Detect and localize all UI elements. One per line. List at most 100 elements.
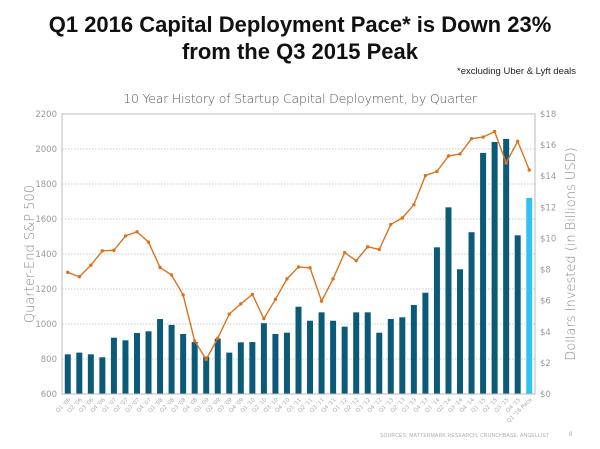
sp500-point (158, 265, 162, 270)
bar (491, 142, 498, 394)
sp500-point (192, 339, 197, 343)
bar-pace (526, 198, 533, 394)
right-tick-label: $16 (540, 141, 556, 151)
bar (410, 305, 417, 394)
left-axis-label: Quarter-End S&P 500 (23, 185, 38, 323)
sp500-point (296, 265, 301, 269)
sp500-point (400, 216, 405, 220)
sp500-point (354, 258, 358, 263)
bar (283, 332, 290, 394)
bar (341, 326, 348, 394)
sp500-point (123, 234, 128, 238)
bar (330, 320, 337, 394)
bar (87, 354, 94, 394)
sp500-point (285, 277, 289, 281)
bar (145, 331, 152, 394)
sp500-point (239, 302, 243, 306)
left-tick-label: 1400 (35, 250, 57, 260)
bar (272, 333, 279, 394)
sp500-point (66, 270, 70, 275)
page-number: 8 (569, 432, 573, 438)
bar (376, 332, 383, 394)
sp500-point (469, 136, 474, 141)
bar (99, 357, 106, 394)
sp500-line (66, 129, 531, 362)
sp500-point (342, 250, 347, 255)
sp500-point (146, 240, 151, 244)
sp500-point (273, 297, 278, 302)
sp500-point (216, 336, 220, 340)
sp500-point (89, 263, 93, 267)
left-tick-label: 600 (41, 390, 57, 400)
bars (64, 138, 533, 394)
right-tick-label: $0 (540, 390, 551, 400)
bar (133, 333, 140, 394)
sp500-point (366, 245, 370, 249)
right-tick-label: $12 (540, 203, 556, 213)
left-tick-label: 1600 (35, 215, 57, 225)
bar (191, 342, 198, 394)
sp500-point (331, 277, 335, 281)
sp500-point (458, 152, 462, 156)
chart-title-line1: Q1 2016 Capital Deployment Pace* is Down… (48, 12, 552, 37)
sp500-point (204, 357, 208, 362)
sp500-point (377, 247, 381, 252)
bar (157, 319, 164, 394)
right-tick-label: $10 (540, 234, 556, 244)
sp500-point (504, 161, 508, 165)
sp500-point (181, 293, 185, 297)
sp500-point (389, 222, 393, 227)
sp500-point (308, 266, 312, 270)
bar (260, 323, 267, 394)
sp500-point (227, 312, 231, 316)
sp500-point (262, 316, 266, 321)
sp500-point (423, 173, 428, 178)
sp500-point (100, 249, 105, 253)
plot-frame (61, 113, 536, 395)
bar (237, 342, 244, 394)
bar (122, 340, 129, 394)
bar (307, 320, 314, 394)
chart-subtitle: 10 Year History of Startup Capital Deplo… (123, 91, 477, 106)
footnote: *excluding Uber & Lyft deals (457, 66, 576, 77)
bar (445, 207, 452, 394)
sp500-point (319, 299, 324, 303)
sp500-point (481, 135, 485, 139)
bar (399, 317, 406, 394)
sp500-point (77, 275, 82, 279)
right-tick-label: $2 (540, 359, 551, 369)
bar (180, 333, 187, 394)
bar (249, 342, 256, 394)
sp500-point (446, 154, 451, 158)
right-tick-label: $8 (540, 266, 551, 276)
bar (64, 354, 71, 394)
sources-footer: SOURCES: MATTERMARK RESEARCH, CRUNCHBASE… (380, 433, 550, 439)
left-tick-label: 1200 (35, 285, 57, 295)
bar (168, 324, 175, 394)
left-tick-label: 800 (41, 355, 57, 365)
sp500-point (112, 248, 116, 253)
chart-title-line2: from the Q3 2015 Peak (181, 39, 418, 64)
bar (364, 312, 371, 394)
bar (76, 352, 83, 394)
sp500-point (515, 139, 520, 143)
bar (318, 312, 325, 394)
sp500-point (135, 230, 139, 234)
right-tick-label: $6 (540, 297, 551, 307)
gridlines (62, 148, 535, 360)
bar (387, 319, 394, 394)
bar (433, 247, 440, 394)
sp500-point (527, 168, 531, 172)
right-axis-label: Dollars Invested (in Billions USD) (564, 147, 579, 360)
bar (353, 312, 360, 394)
bar (514, 235, 521, 394)
sp500-point (492, 129, 497, 134)
bar (422, 292, 429, 394)
sp500-point (435, 169, 439, 174)
axes: 2200 2000 1800 1600 1400 1200 1000 800 600 $18 $16… (35, 110, 556, 425)
left-tick-label: 1000 (35, 320, 57, 330)
left-tick-label: 2000 (35, 145, 57, 155)
left-tick-label: 1800 (35, 180, 57, 190)
sp500-point (250, 292, 255, 297)
